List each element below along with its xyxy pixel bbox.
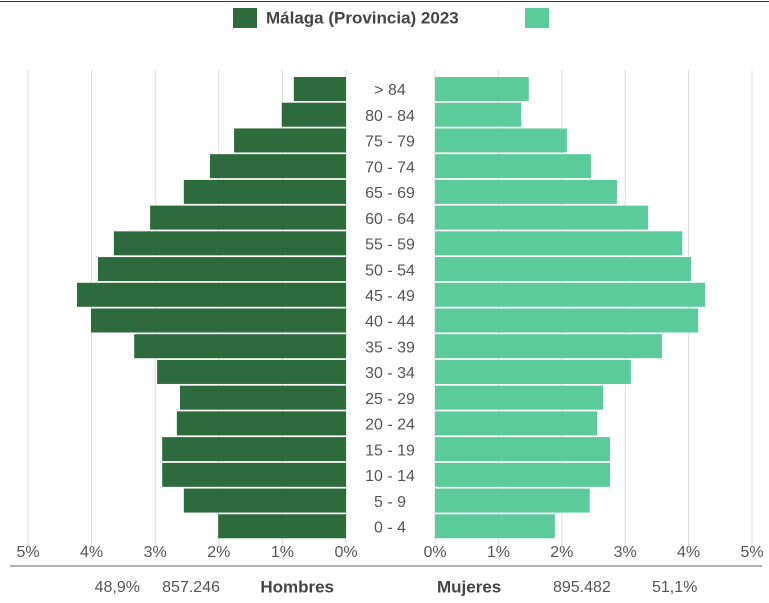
bar	[293, 77, 346, 101]
category-label: 75 - 79	[365, 134, 415, 151]
category-label: 10 - 14	[365, 468, 415, 485]
bar	[157, 359, 346, 384]
bar	[435, 359, 631, 384]
share: 48,9%	[95, 579, 140, 596]
total: 857.246	[162, 579, 220, 596]
category-label: 65 - 69	[365, 185, 415, 202]
bar	[162, 437, 346, 462]
x-tick-label: 2%	[207, 544, 230, 561]
bar	[209, 154, 346, 179]
category-label: 45 - 49	[365, 288, 415, 305]
bar	[435, 462, 610, 487]
bar	[180, 385, 346, 410]
x-tick-label: 5%	[740, 544, 763, 561]
series-name: Mujeres	[437, 577, 501, 596]
legend-swatch	[525, 8, 549, 28]
bar	[435, 128, 567, 153]
bar	[281, 102, 346, 127]
category-label: 55 - 59	[365, 237, 415, 254]
x-tick-label: 0%	[334, 544, 357, 561]
x-tick-label: 4%	[80, 544, 103, 561]
bar	[435, 437, 610, 462]
bar	[176, 411, 346, 436]
legend-label: Málaga (Provincia) 2023	[266, 8, 459, 27]
bar	[435, 334, 662, 359]
x-tick-label: 1%	[271, 544, 294, 561]
series-name: Hombres	[260, 577, 334, 596]
category-label: 35 - 39	[365, 339, 415, 356]
bar	[234, 128, 346, 153]
x-tick-label: 3%	[144, 544, 167, 561]
category-label: 30 - 34	[365, 365, 415, 382]
bar	[435, 231, 683, 256]
category-label: 25 - 29	[365, 391, 415, 408]
category-label: 20 - 24	[365, 417, 415, 434]
bar	[435, 282, 706, 307]
bar	[90, 308, 347, 333]
category-label: 0 - 4	[374, 519, 406, 536]
bar	[435, 102, 522, 127]
category-label: 80 - 84	[365, 108, 415, 125]
category-label: > 84	[374, 82, 406, 99]
category-label: 60 - 64	[365, 211, 415, 228]
category-label: 40 - 44	[365, 314, 415, 331]
x-tick-label: 2%	[550, 544, 573, 561]
bar	[435, 154, 591, 179]
category-label: 5 - 9	[374, 494, 406, 511]
x-tick-label: 4%	[677, 544, 700, 561]
bar	[435, 257, 692, 282]
category-label: 50 - 54	[365, 262, 415, 279]
bar	[435, 411, 598, 436]
bar	[183, 179, 346, 204]
bar	[113, 231, 346, 256]
bar	[134, 334, 346, 359]
bar	[183, 488, 346, 513]
x-tick-label: 0%	[423, 544, 446, 561]
bar	[162, 462, 346, 487]
bar	[435, 308, 699, 333]
x-tick-label: 1%	[487, 544, 510, 561]
category-label: 70 - 74	[365, 159, 415, 176]
x-tick-label: 3%	[614, 544, 637, 561]
x-tick-label: 5%	[16, 544, 39, 561]
bar	[435, 77, 529, 101]
bar	[435, 514, 555, 539]
bar	[97, 257, 347, 282]
category-label: 15 - 19	[365, 442, 415, 459]
share: 51,1%	[652, 579, 697, 596]
bar	[435, 205, 649, 230]
legend-swatch	[233, 8, 257, 28]
total: 895.482	[553, 579, 611, 596]
bar	[435, 385, 604, 410]
bar	[76, 282, 347, 307]
bar	[150, 205, 346, 230]
bar	[435, 179, 617, 204]
bar	[435, 488, 590, 513]
bar	[218, 514, 346, 539]
